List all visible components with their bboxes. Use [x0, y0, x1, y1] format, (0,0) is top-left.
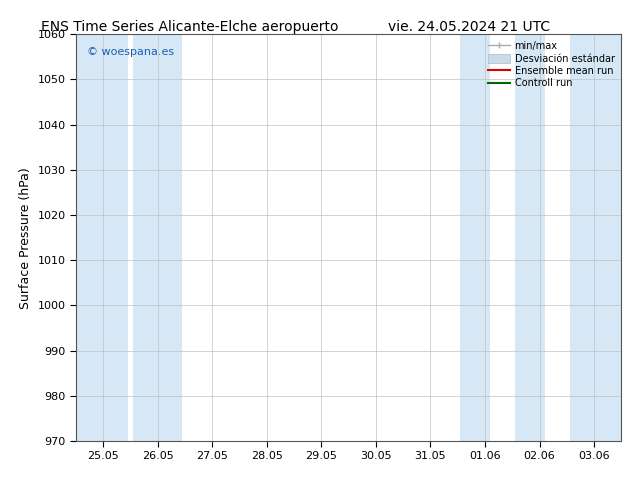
Bar: [569, 34, 621, 441]
Text: ENS Time Series Alicante-Elche aeropuerto: ENS Time Series Alicante-Elche aeropuert…: [41, 20, 339, 34]
Bar: [515, 34, 545, 441]
Legend: min/max, Desviación estándar, Ensemble mean run, Controll run: min/max, Desviación estándar, Ensemble m…: [486, 39, 616, 90]
Bar: [76, 34, 128, 441]
Y-axis label: Surface Pressure (hPa): Surface Pressure (hPa): [19, 167, 32, 309]
Bar: [460, 34, 491, 441]
Text: vie. 24.05.2024 21 UTC: vie. 24.05.2024 21 UTC: [388, 20, 550, 34]
Bar: [133, 34, 183, 441]
Text: © woespana.es: © woespana.es: [87, 47, 174, 56]
Title: ENS Time Series Alicante-Elche aeropuerto        vie. 24.05.2024 21 UTC: ENS Time Series Alicante-Elche aeropuert…: [0, 489, 1, 490]
